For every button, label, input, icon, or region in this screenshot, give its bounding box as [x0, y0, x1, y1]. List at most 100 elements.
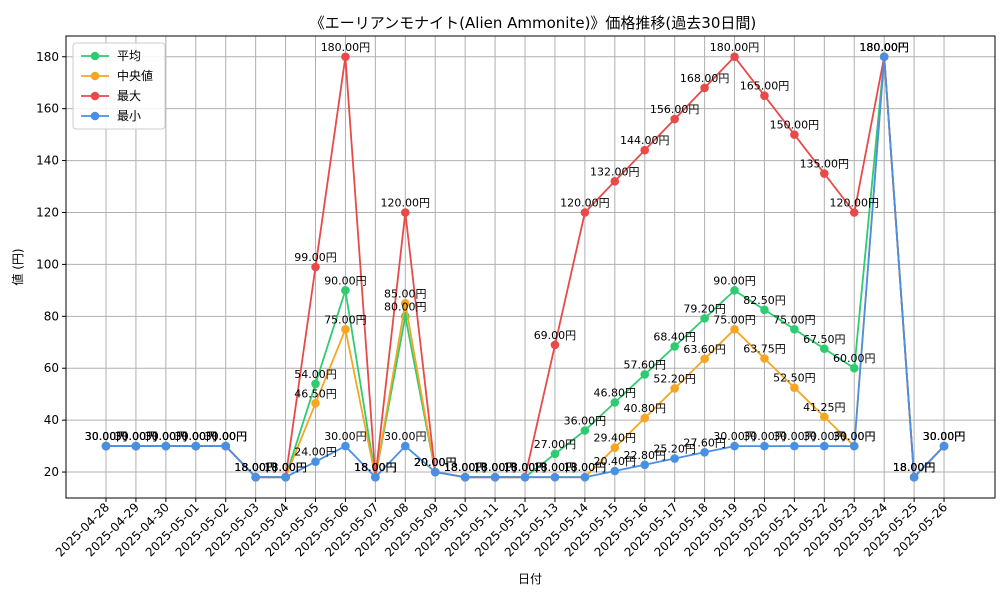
legend-label: 最小 — [117, 109, 141, 123]
data-label: 85.00円 — [384, 287, 427, 300]
data-label: 79.20円 — [683, 302, 726, 315]
data-label: 27.00円 — [534, 438, 577, 451]
data-point — [311, 398, 320, 408]
data-label: 30.00円 — [145, 430, 188, 443]
data-label: 18.00円 — [264, 461, 307, 474]
data-label: 80.00円 — [384, 300, 427, 313]
y-tick-label: 20 — [44, 465, 59, 479]
data-point — [161, 441, 171, 451]
data-label: 18.00円 — [444, 461, 487, 474]
data-point — [730, 52, 739, 62]
data-point — [700, 448, 709, 457]
y-tick-label: 100 — [36, 257, 59, 271]
data-label: 135.00円 — [800, 158, 850, 171]
data-label: 18.00円 — [474, 461, 517, 474]
y-tick-label: 120 — [36, 205, 59, 219]
data-point — [790, 130, 799, 139]
data-label: 36.00円 — [564, 415, 607, 428]
data-point — [221, 441, 231, 451]
data-point — [490, 472, 500, 482]
data-label: 90.00円 — [324, 274, 367, 287]
data-label: 63.60円 — [683, 343, 726, 356]
data-label: 30.00円 — [115, 430, 158, 443]
y-axis-title: 値 (円) — [10, 248, 25, 285]
data-label: 30.00円 — [145, 430, 188, 443]
data-point — [580, 208, 590, 217]
data-label: 18.00円 — [234, 461, 277, 474]
data-point — [820, 412, 829, 422]
data-label: 30.00円 — [145, 430, 188, 443]
data-point — [820, 441, 829, 451]
data-label: 18.00円 — [264, 461, 307, 474]
data-label: 18.00円 — [234, 461, 277, 474]
data-label: 18.00円 — [534, 461, 577, 474]
data-point — [730, 441, 739, 451]
data-label: 30.00円 — [833, 430, 876, 443]
data-point — [101, 441, 111, 451]
data-label: 20.00円 — [414, 456, 457, 469]
y-tick-label: 80 — [44, 309, 59, 323]
legend-label: 平均 — [117, 49, 141, 63]
data-label: 18.00円 — [893, 461, 936, 474]
data-label: 30.00円 — [773, 430, 816, 443]
plot-area — [65, 35, 996, 499]
data-label: 18.00円 — [474, 461, 517, 474]
data-point — [191, 441, 201, 451]
data-label: 18.00円 — [893, 461, 936, 474]
data-label: 46.80円 — [594, 386, 637, 399]
data-point — [909, 472, 919, 482]
data-label: 18.00円 — [264, 461, 307, 474]
data-label: 30.00円 — [324, 430, 367, 443]
data-label: 18.00円 — [444, 461, 487, 474]
data-point — [760, 441, 769, 451]
data-point — [610, 177, 620, 186]
data-point — [849, 208, 859, 217]
data-labels: 30.00円30.00円30.00円30.00円30.00円18.00円18.0… — [85, 41, 966, 474]
data-label: 20.40円 — [594, 455, 637, 468]
data-point — [341, 441, 350, 451]
data-point — [401, 208, 410, 217]
data-point — [730, 286, 739, 295]
data-label: 52.20円 — [653, 372, 696, 385]
data-point — [610, 466, 620, 476]
data-point — [610, 443, 620, 452]
data-label: 69.00円 — [534, 329, 577, 342]
data-point — [580, 472, 590, 482]
data-label: 30.00円 — [743, 430, 786, 443]
data-label: 30.00円 — [115, 430, 158, 443]
data-point — [760, 354, 769, 363]
data-label: 52.50円 — [773, 372, 816, 385]
data-label: 18.00円 — [354, 461, 397, 474]
data-point — [640, 460, 650, 470]
data-label: 30.00円 — [923, 430, 966, 443]
data-label: 20.00円 — [414, 456, 457, 469]
data-point — [460, 472, 470, 482]
data-label: 150.00円 — [770, 119, 820, 132]
legend-label: 中央値 — [117, 68, 153, 83]
data-label: 30.00円 — [923, 430, 966, 443]
data-label: 180.00円 — [859, 41, 909, 54]
data-label: 20.00円 — [414, 456, 457, 469]
data-label: 30.00円 — [833, 430, 876, 443]
data-label: 75.00円 — [713, 313, 756, 326]
data-point — [849, 363, 859, 373]
data-label: 30.00円 — [175, 430, 218, 443]
data-label: 18.00円 — [564, 461, 607, 474]
data-point — [670, 384, 679, 393]
data-label: 18.00円 — [564, 461, 607, 474]
data-label: 20.00円 — [414, 456, 457, 469]
data-label: 18.00円 — [354, 461, 397, 474]
data-point — [371, 472, 380, 482]
data-point — [790, 324, 799, 334]
data-label: 180.00円 — [321, 41, 371, 54]
data-label: 18.00円 — [504, 461, 547, 474]
data-label: 41.25円 — [803, 401, 846, 414]
data-point — [550, 472, 560, 482]
data-point — [341, 324, 350, 334]
data-point — [670, 342, 679, 351]
data-label: 18.00円 — [354, 461, 397, 474]
data-label: 18.00円 — [504, 461, 547, 474]
data-point — [939, 441, 949, 451]
